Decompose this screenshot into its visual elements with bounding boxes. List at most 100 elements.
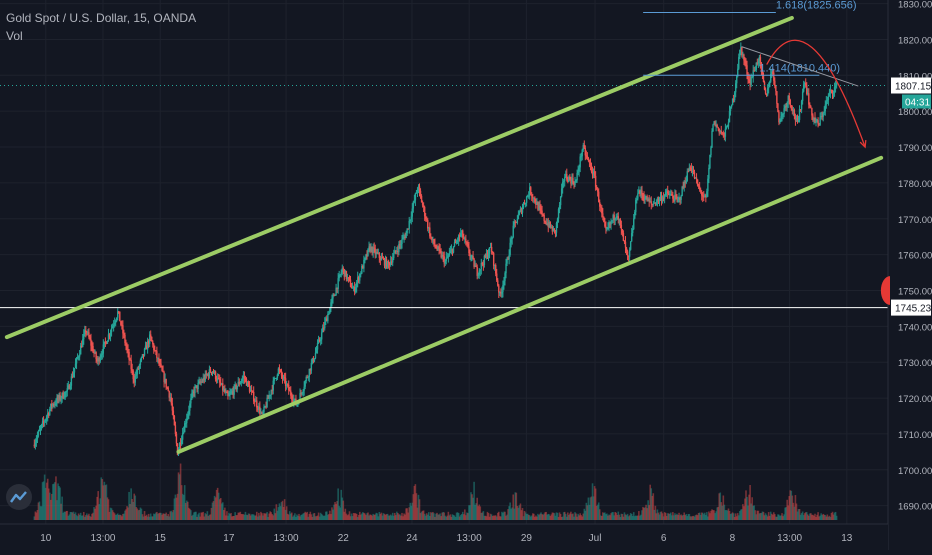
volume-bar [181, 493, 184, 520]
volume-bar [204, 513, 207, 520]
volume-bar [819, 515, 821, 520]
volume-bar [41, 482, 44, 520]
candle-body [427, 220, 429, 229]
volume-bar [615, 512, 618, 520]
candle-body [128, 351, 130, 360]
candle-body [200, 381, 202, 383]
candle-body [702, 195, 704, 197]
projection-arrow-curve[interactable] [766, 39, 866, 148]
candle-body [565, 174, 567, 178]
volume-bar [182, 495, 185, 520]
candle-body [183, 423, 186, 433]
candle-body [562, 180, 565, 183]
candle-body [810, 106, 812, 108]
channel-upper-line[interactable] [4, 15, 794, 340]
volume-bar [105, 484, 108, 520]
volume-bar [542, 514, 544, 520]
volume-bar [399, 514, 401, 520]
volume-bar [798, 509, 801, 520]
volume-bar [719, 492, 722, 520]
candle-body [359, 273, 361, 281]
volume-bar [508, 506, 510, 520]
candle-body [732, 98, 735, 101]
volume-bar [761, 511, 764, 520]
candle-body [787, 95, 789, 103]
time-axis[interactable] [0, 524, 888, 550]
candle-body [35, 439, 38, 443]
candle-body [97, 358, 99, 362]
resistance-trendline[interactable] [741, 46, 859, 87]
candle-body [725, 126, 728, 129]
volume-bar [677, 515, 679, 520]
candle-body [598, 191, 600, 203]
candle-body [357, 277, 359, 283]
candle-body [44, 419, 47, 422]
candle-body [293, 399, 295, 402]
candle-body [558, 205, 561, 210]
volume-bar [104, 485, 107, 520]
candle-body [447, 255, 450, 258]
volume-bar [108, 511, 111, 520]
volume-bar [33, 516, 36, 520]
candle-body [289, 390, 291, 392]
candle-body [509, 242, 511, 255]
candle-body [452, 246, 455, 253]
candle-body [464, 238, 466, 240]
volume-bar [328, 514, 330, 520]
candle-body [198, 381, 200, 384]
candle-body [602, 213, 604, 218]
candle-body [101, 353, 104, 355]
candle-body [89, 337, 91, 340]
candle-body [659, 196, 662, 199]
volume-bar [139, 507, 142, 520]
volume-bar [99, 498, 102, 520]
candle-body [240, 380, 243, 383]
candle-body [131, 369, 133, 371]
candle-body [541, 210, 543, 215]
candle-body [252, 391, 255, 402]
candle-body [708, 167, 710, 179]
candle-body [372, 247, 374, 254]
candle-body [409, 219, 411, 221]
candle-body [710, 147, 712, 156]
volume-bar [238, 512, 241, 520]
symbol-title[interactable]: Gold Spot / U.S. Dollar, 15, OANDA [6, 11, 197, 25]
volume-bar [590, 496, 593, 520]
volume-bar [389, 514, 392, 520]
candle-body [821, 116, 823, 118]
candle-body [643, 196, 645, 201]
candle-body [691, 171, 694, 173]
volume-bar [379, 513, 382, 520]
volume-bar [680, 514, 682, 520]
tradingview-logo-icon[interactable] [6, 484, 32, 510]
volume-bar [549, 515, 552, 520]
volume-bar [454, 516, 457, 520]
candle-body [107, 334, 110, 341]
candle-body [450, 249, 453, 251]
volume-bar [505, 515, 507, 520]
volume-bar [275, 504, 278, 520]
candle-body [707, 178, 709, 192]
y-tick-label: 1780.000 [898, 179, 932, 190]
volume-bar [186, 501, 189, 520]
candle-body [285, 384, 288, 387]
candle-body [40, 424, 43, 428]
candle-body [498, 285, 500, 293]
candle-body [331, 298, 333, 303]
volume-indicator-label[interactable]: Vol [6, 29, 23, 43]
volume-bar [332, 509, 334, 520]
volume-bar [651, 495, 654, 520]
channel-lower-line[interactable] [176, 155, 884, 454]
volume-bar [645, 504, 647, 520]
volume-bar [749, 485, 751, 520]
volume-bar [171, 512, 174, 520]
candle-body [587, 157, 590, 161]
volume-bar [490, 514, 493, 520]
volume-bar [612, 512, 614, 520]
volume-bar [258, 512, 260, 520]
candle-body [193, 391, 195, 394]
candle-body [820, 116, 822, 118]
candle-body [313, 358, 316, 362]
